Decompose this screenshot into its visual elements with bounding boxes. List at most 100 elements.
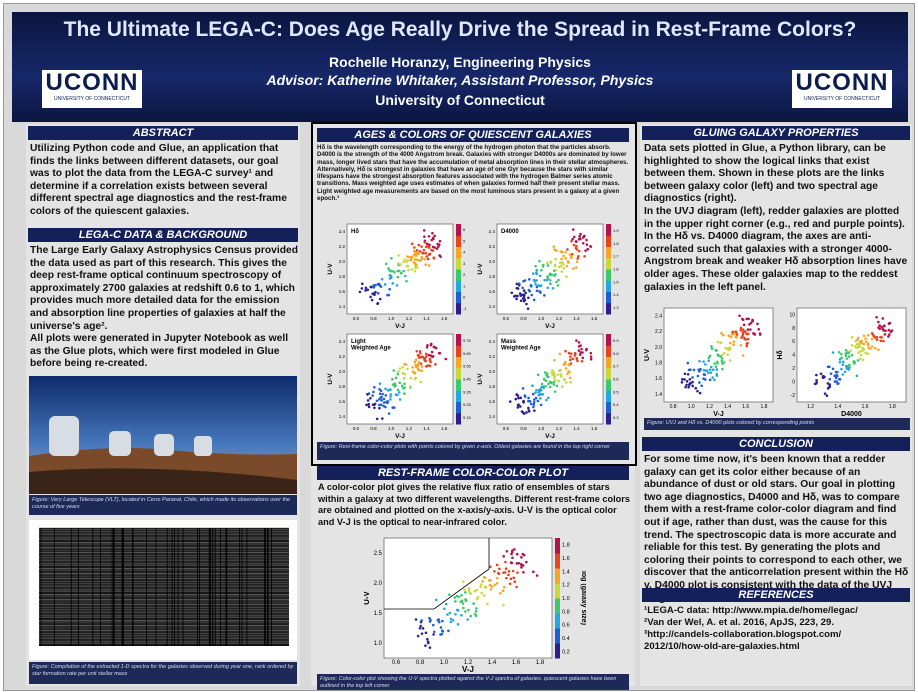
data-dot	[836, 375, 839, 378]
data-dot	[502, 589, 505, 592]
colorbar-tick: 1.8	[562, 543, 570, 549]
data-dot	[378, 398, 381, 401]
y-tick-label: 1.0	[374, 641, 383, 647]
data-dot	[867, 352, 870, 355]
data-dot	[421, 369, 424, 372]
data-dot	[570, 257, 573, 260]
data-dot	[861, 347, 864, 350]
data-dot	[505, 577, 508, 580]
data-dot	[411, 366, 414, 369]
data-dot	[371, 299, 374, 302]
x-tick-label: 1.6	[591, 426, 598, 431]
header: The Ultimate LEGA-C: Does Age Really Dri…	[12, 12, 908, 122]
data-dot	[532, 406, 535, 409]
data-dot	[419, 259, 422, 262]
data-dot	[424, 263, 427, 266]
colorbar-tick: 9.45	[463, 377, 472, 382]
data-dot	[449, 612, 452, 615]
data-dot	[691, 385, 694, 388]
colorbar-segment	[606, 235, 611, 247]
data-dot	[748, 323, 751, 326]
data-dot	[359, 291, 362, 294]
data-dot	[863, 343, 866, 346]
data-dot	[409, 385, 412, 388]
data-dot	[397, 254, 400, 257]
data-dot	[576, 257, 579, 260]
data-dot	[510, 562, 513, 565]
y-tick-label: 1.6	[489, 399, 496, 404]
data-dot	[510, 578, 513, 581]
data-dot	[516, 406, 519, 409]
data-dot	[518, 282, 521, 285]
data-dot	[721, 357, 724, 360]
data-dot	[480, 583, 483, 586]
colorbar-tick: 1.0	[562, 596, 570, 602]
caption: Figure: UVJ and Hδ vs. D4000 plots color…	[644, 418, 910, 430]
data-dot	[742, 328, 745, 331]
data-dot	[557, 284, 560, 287]
data-dot	[867, 342, 870, 345]
data-dot	[415, 350, 418, 353]
logo-text: UCONN	[792, 70, 892, 96]
data-dot	[464, 610, 467, 613]
data-dot	[434, 363, 437, 366]
y-tick-label: 1.8	[489, 384, 496, 389]
data-dot	[683, 378, 686, 381]
data-dot	[729, 359, 732, 362]
data-dot	[535, 271, 538, 274]
data-dot	[380, 396, 383, 399]
data-dot	[702, 377, 705, 380]
data-dot	[535, 397, 538, 400]
ages-plots: 0.60.81.01.21.41.61.41.61.82.02.22.4V-JU…	[317, 220, 629, 442]
data-dot	[693, 369, 696, 372]
data-dot	[483, 576, 486, 579]
data-dot	[538, 389, 541, 392]
data-dot	[736, 333, 739, 336]
colorbar-segment	[555, 598, 560, 614]
section-heading: REST-FRAME COLOR-COLOR PLOT	[317, 466, 629, 480]
y-axis-label: U-V	[364, 590, 371, 604]
data-dot	[586, 243, 589, 246]
data-dot	[369, 286, 372, 289]
data-dot	[863, 334, 866, 337]
data-dot	[543, 294, 546, 297]
data-dot	[432, 237, 435, 240]
x-tick-label: 1.2	[406, 426, 413, 431]
data-dot	[486, 603, 489, 606]
data-dot	[519, 294, 522, 297]
y-tick-label: 2.2	[339, 354, 346, 359]
y-tick-label: 10	[789, 312, 795, 318]
data-dot	[712, 368, 715, 371]
data-dot	[430, 343, 433, 346]
data-dot	[822, 375, 825, 378]
data-dot	[698, 360, 701, 363]
data-dot	[743, 337, 746, 340]
data-dot	[479, 586, 482, 589]
x-tick-label: 1.0	[440, 660, 449, 666]
data-dot	[721, 354, 724, 357]
data-dot	[842, 361, 845, 364]
data-dot	[740, 344, 743, 347]
restframe-text: A color-color plot gives the relative fl…	[318, 482, 630, 528]
data-dot	[422, 627, 425, 630]
data-dot	[420, 256, 423, 259]
data-dot	[554, 273, 557, 276]
x-tick-label: 0.6	[353, 426, 360, 431]
data-dot	[530, 403, 533, 406]
data-dot	[365, 287, 368, 290]
data-dot	[459, 601, 462, 604]
data-dot	[421, 365, 424, 368]
data-dot	[417, 244, 420, 247]
y-tick-label: 1.4	[489, 304, 496, 309]
data-dot	[576, 360, 579, 363]
data-dot	[561, 270, 564, 273]
data-dot	[524, 395, 527, 398]
data-dot	[844, 370, 847, 373]
data-dot	[402, 372, 405, 375]
colorbar-segment	[606, 345, 611, 357]
data-dot	[830, 372, 833, 375]
data-dot	[571, 238, 574, 241]
data-dot	[516, 283, 519, 286]
data-dot	[389, 388, 392, 391]
data-dot	[583, 255, 586, 258]
